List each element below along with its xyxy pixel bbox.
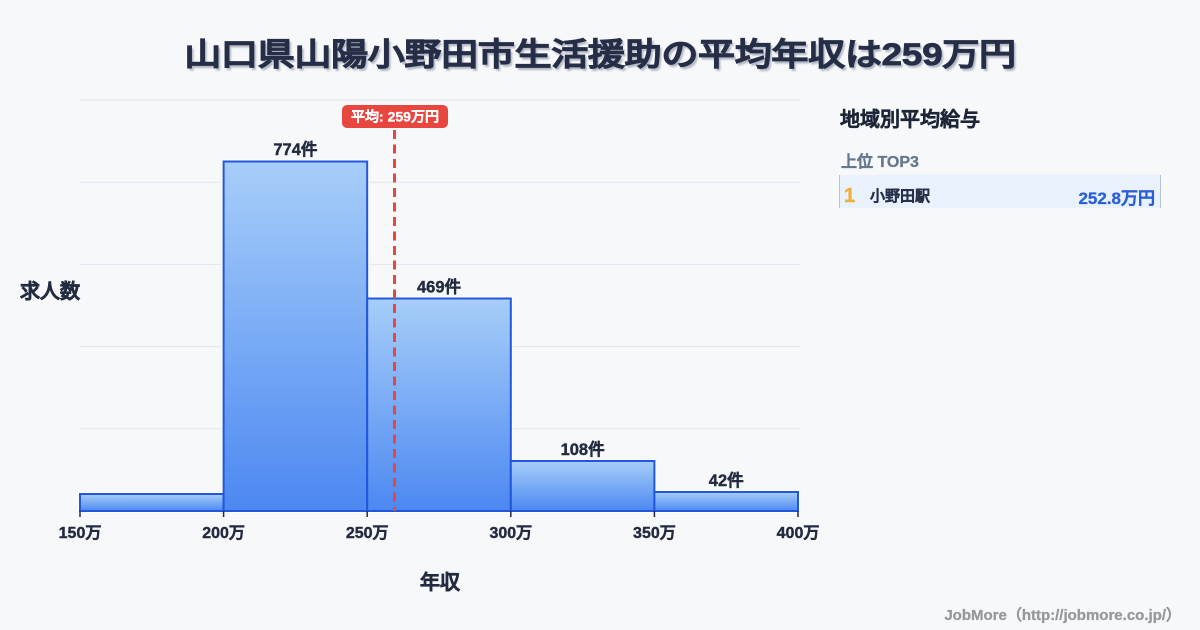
svg-text:400万: 400万 xyxy=(777,525,820,542)
svg-text:年収: 年収 xyxy=(420,570,461,594)
svg-text:150万: 150万 xyxy=(59,525,102,542)
svg-text:200万: 200万 xyxy=(202,525,245,542)
svg-text:平均: 259万円: 平均: 259万円 xyxy=(351,109,439,125)
svg-text:469件: 469件 xyxy=(417,277,462,297)
svg-text:774件: 774件 xyxy=(273,139,318,159)
svg-text:42件: 42件 xyxy=(709,470,744,490)
svg-text:108件: 108件 xyxy=(561,439,606,459)
svg-text:250万: 250万 xyxy=(346,525,389,542)
svg-text:求人数: 求人数 xyxy=(20,279,81,303)
svg-text:350万: 350万 xyxy=(633,525,676,542)
svg-text:300万: 300万 xyxy=(489,525,532,542)
